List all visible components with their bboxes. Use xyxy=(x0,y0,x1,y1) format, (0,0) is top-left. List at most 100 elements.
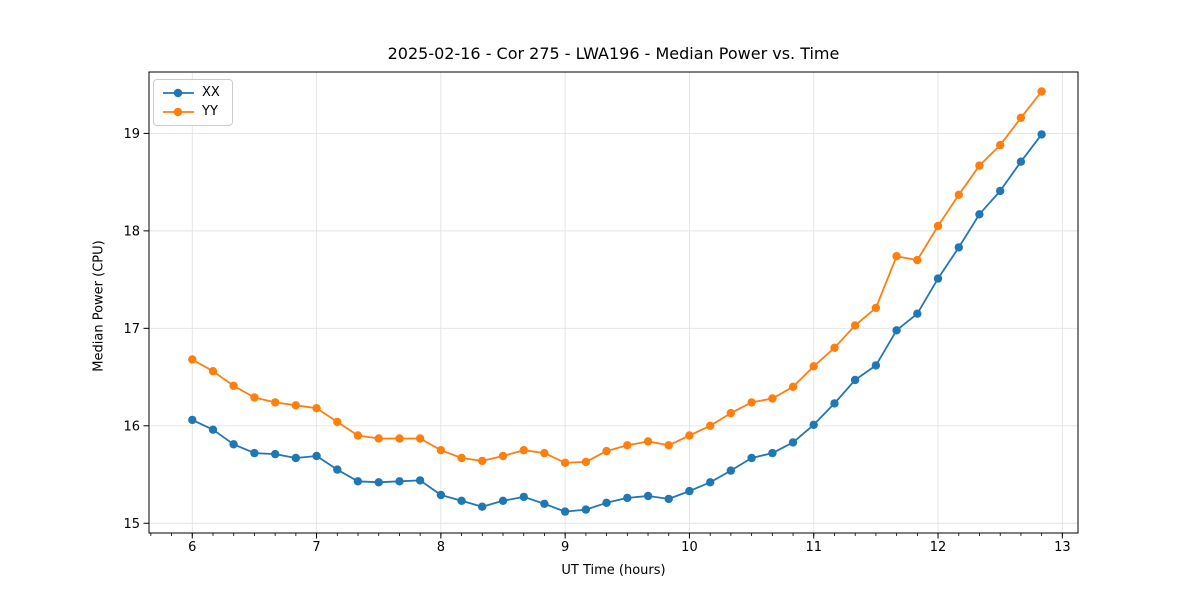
y-tick-label: 19 xyxy=(123,127,140,142)
x-tick-label: 12 xyxy=(930,540,947,555)
data-point-yy xyxy=(664,441,673,450)
data-point-xx xyxy=(809,420,818,429)
data-point-yy xyxy=(706,421,715,430)
data-point-xx xyxy=(685,486,694,496)
data-point-xx xyxy=(664,494,673,504)
data-point-yy xyxy=(975,161,984,170)
data-point-yy xyxy=(581,457,591,467)
y-axis-label: Median Power (CPU) xyxy=(91,240,107,372)
data-point-yy xyxy=(353,431,363,440)
data-point-yy xyxy=(208,367,218,376)
data-point-yy xyxy=(395,434,404,443)
data-point-xx xyxy=(581,505,591,514)
data-point-xx xyxy=(726,466,735,475)
data-point-yy xyxy=(457,453,466,463)
x-tick-label: 10 xyxy=(681,540,698,555)
data-point-xx xyxy=(830,399,839,408)
data-point-xx xyxy=(560,507,570,516)
data-point-yy xyxy=(788,382,798,391)
data-point-yy xyxy=(830,343,839,352)
data-point-yy xyxy=(1037,87,1046,96)
data-point-xx xyxy=(312,451,321,461)
data-point-xx xyxy=(291,453,300,463)
data-point-yy xyxy=(540,448,549,458)
data-point-yy xyxy=(602,446,611,456)
data-point-yy xyxy=(747,398,756,407)
x-tick-label: 13 xyxy=(1054,540,1071,555)
data-point-yy xyxy=(809,362,818,371)
data-point-xx xyxy=(602,498,611,507)
x-tick-label: 7 xyxy=(312,540,320,555)
data-point-yy xyxy=(229,381,238,390)
data-point-yy xyxy=(291,401,300,410)
data-point-yy xyxy=(560,458,570,467)
data-point-yy xyxy=(250,393,259,402)
data-point-yy xyxy=(374,434,383,443)
data-point-xx xyxy=(271,449,280,459)
y-tick-label: 15 xyxy=(123,517,140,532)
data-point-yy xyxy=(333,417,342,427)
y-tick-label: 17 xyxy=(123,322,140,337)
data-point-yy xyxy=(415,434,425,443)
data-point-xx xyxy=(643,491,653,501)
legend-line-xx-icon xyxy=(163,88,194,98)
data-point-yy xyxy=(726,408,735,418)
y-tick-label: 16 xyxy=(123,419,140,434)
data-point-xx xyxy=(933,274,943,283)
data-point-xx xyxy=(415,476,425,485)
data-point-xx xyxy=(747,453,756,463)
data-point-yy xyxy=(871,303,881,313)
data-point-xx xyxy=(913,309,922,318)
data-point-yy xyxy=(913,255,922,265)
data-point-yy xyxy=(954,190,963,199)
data-point-xx xyxy=(457,496,466,505)
data-point-xx xyxy=(706,478,715,487)
data-point-yy xyxy=(768,394,777,403)
x-tick-label: 9 xyxy=(561,540,569,555)
legend: XX YY xyxy=(153,79,233,126)
data-point-xx xyxy=(975,210,984,219)
x-tick-label: 11 xyxy=(805,540,822,555)
data-point-yy xyxy=(623,441,632,450)
data-point-yy xyxy=(436,446,446,455)
data-point-yy xyxy=(498,451,508,461)
data-point-xx xyxy=(353,477,363,486)
data-point-xx xyxy=(623,493,632,503)
data-point-yy xyxy=(892,252,901,261)
data-point-xx xyxy=(892,326,901,335)
data-point-yy xyxy=(1016,113,1026,123)
data-point-yy xyxy=(685,431,694,440)
x-tick-label: 6 xyxy=(188,540,196,555)
data-point-xx xyxy=(188,415,197,425)
x-tick-label: 8 xyxy=(437,540,445,555)
data-point-xx xyxy=(374,478,383,487)
data-point-xx xyxy=(768,448,777,458)
legend-label-yy: YY xyxy=(202,104,218,119)
data-point-xx xyxy=(871,361,881,370)
chart-title: 2025-02-16 - Cor 275 - LWA196 - Median P… xyxy=(387,44,840,63)
data-point-xx xyxy=(229,440,238,449)
data-point-xx xyxy=(395,477,404,486)
data-point-xx xyxy=(208,425,218,434)
data-point-yy xyxy=(643,437,653,446)
data-point-yy xyxy=(312,404,321,413)
legend-item-xx: XX xyxy=(162,85,220,101)
data-point-xx xyxy=(850,375,860,385)
data-point-xx xyxy=(954,243,963,252)
data-point-xx xyxy=(478,502,487,511)
data-point-xx xyxy=(250,448,259,458)
data-point-xx xyxy=(540,499,549,508)
data-point-yy xyxy=(933,221,943,231)
data-point-xx xyxy=(498,496,508,505)
data-point-yy xyxy=(996,140,1005,150)
x-axis-label: UT Time (hours) xyxy=(561,563,666,578)
data-point-xx xyxy=(333,465,342,474)
data-point-yy xyxy=(188,355,197,364)
plot-border xyxy=(148,71,1079,534)
y-tick-label: 18 xyxy=(123,224,140,239)
data-point-yy xyxy=(271,398,280,407)
data-point-yy xyxy=(519,446,528,455)
legend-item-yy: YY xyxy=(162,104,220,120)
